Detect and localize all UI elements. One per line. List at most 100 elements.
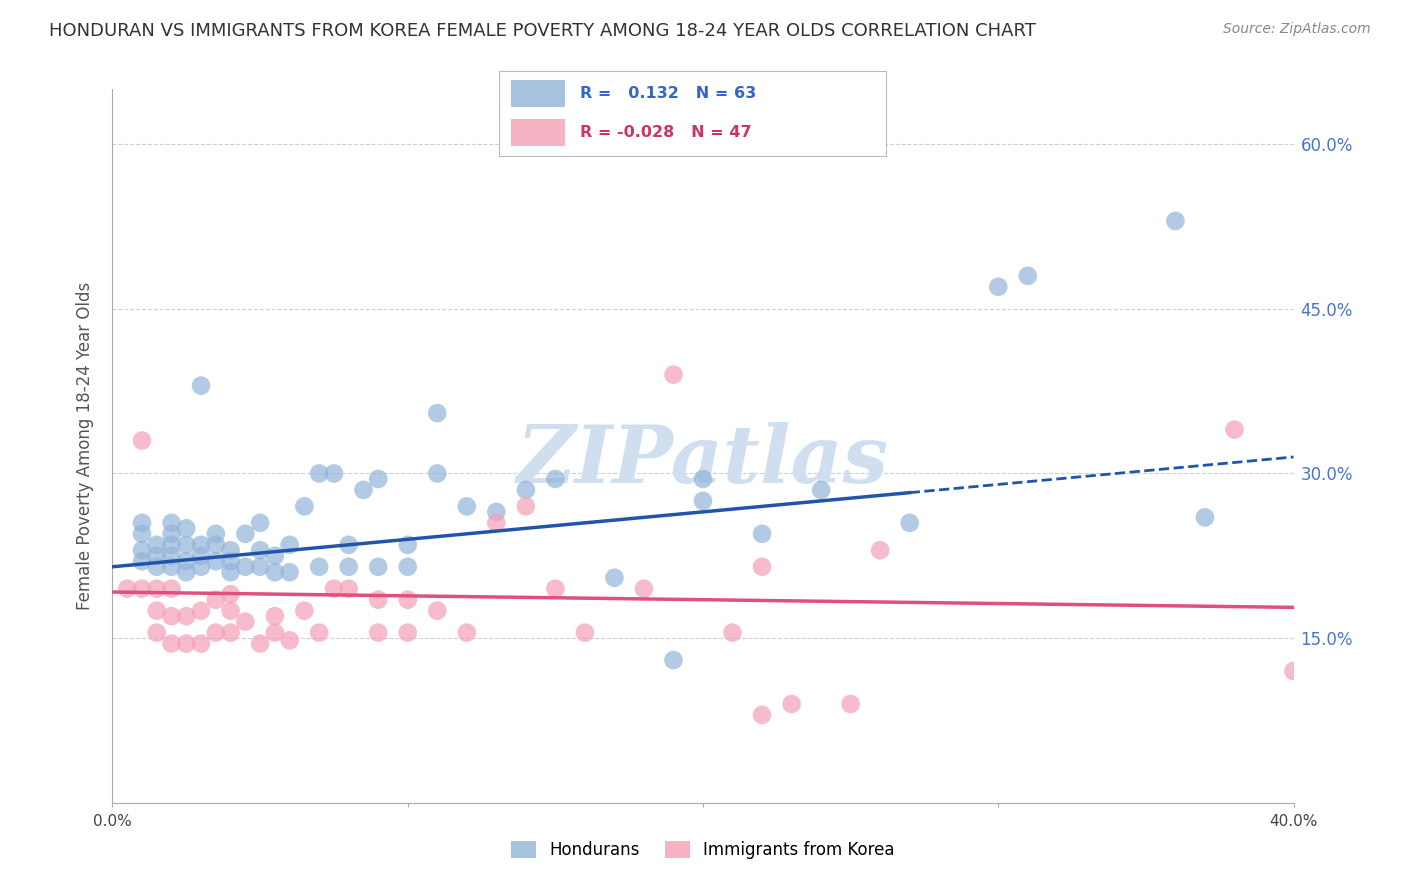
Point <box>396 559 419 574</box>
Point <box>367 625 389 640</box>
Point <box>1194 510 1216 524</box>
Point <box>662 368 685 382</box>
Point <box>264 609 287 624</box>
Point <box>751 526 773 541</box>
Point <box>1282 664 1305 678</box>
Bar <box>510 119 565 146</box>
Point <box>190 538 212 552</box>
Point <box>337 559 360 574</box>
Point <box>426 467 449 481</box>
Point <box>233 526 256 541</box>
Point <box>160 538 183 552</box>
Point <box>190 559 212 574</box>
Point <box>146 559 169 574</box>
Point <box>426 604 449 618</box>
Point <box>367 592 389 607</box>
Text: HONDURAN VS IMMIGRANTS FROM KOREA FEMALE POVERTY AMONG 18-24 YEAR OLDS CORRELATI: HONDURAN VS IMMIGRANTS FROM KOREA FEMALE… <box>49 22 1036 40</box>
Point <box>603 571 626 585</box>
Point <box>456 500 478 514</box>
Point <box>308 467 330 481</box>
Point <box>367 472 389 486</box>
Point <box>308 559 330 574</box>
Point <box>190 637 212 651</box>
Point <box>160 549 183 563</box>
Point <box>396 538 419 552</box>
Point <box>219 587 242 601</box>
Point <box>219 566 242 580</box>
Point <box>205 592 228 607</box>
Point <box>278 538 301 552</box>
Point <box>721 625 744 640</box>
Point <box>174 566 197 580</box>
Point <box>205 625 228 640</box>
Point <box>249 516 271 530</box>
Point <box>1017 268 1039 283</box>
Point <box>160 609 183 624</box>
Point <box>160 559 183 574</box>
Point <box>544 582 567 596</box>
Point <box>160 637 183 651</box>
Point <box>249 543 271 558</box>
Point <box>323 582 346 596</box>
Point <box>219 604 242 618</box>
Point <box>633 582 655 596</box>
Point <box>751 708 773 723</box>
Point <box>485 505 508 519</box>
Point <box>219 554 242 568</box>
Point <box>190 604 212 618</box>
Point <box>146 538 169 552</box>
Point <box>1164 214 1187 228</box>
Point <box>456 625 478 640</box>
Point <box>131 516 153 530</box>
Point <box>426 406 449 420</box>
Point <box>751 559 773 574</box>
Point <box>810 483 832 497</box>
Point <box>515 500 537 514</box>
Point <box>131 582 153 596</box>
Point <box>352 483 374 497</box>
Point <box>780 697 803 711</box>
Point <box>174 521 197 535</box>
Bar <box>510 80 565 107</box>
Point <box>485 516 508 530</box>
Point <box>367 559 389 574</box>
Point <box>264 566 287 580</box>
Point <box>515 483 537 497</box>
Point <box>839 697 862 711</box>
Point <box>131 434 153 448</box>
Text: R = -0.028   N = 47: R = -0.028 N = 47 <box>581 125 752 140</box>
Point <box>233 559 256 574</box>
Legend: Hondurans, Immigrants from Korea: Hondurans, Immigrants from Korea <box>505 834 901 866</box>
Point <box>131 526 153 541</box>
Point <box>174 637 197 651</box>
Text: ZIPatlas: ZIPatlas <box>517 422 889 499</box>
Point <box>233 615 256 629</box>
Point <box>692 472 714 486</box>
Point <box>574 625 596 640</box>
Point <box>219 543 242 558</box>
Point <box>160 526 183 541</box>
Point <box>174 609 197 624</box>
Point <box>337 538 360 552</box>
Point <box>1223 423 1246 437</box>
Point <box>396 625 419 640</box>
Point <box>544 472 567 486</box>
Point <box>146 604 169 618</box>
Point <box>190 378 212 392</box>
Point <box>292 500 315 514</box>
Point <box>131 554 153 568</box>
Point <box>898 516 921 530</box>
Point <box>249 559 271 574</box>
Point <box>278 566 301 580</box>
Point <box>396 592 419 607</box>
Point <box>337 582 360 596</box>
Point <box>146 625 169 640</box>
Point <box>160 516 183 530</box>
Y-axis label: Female Poverty Among 18-24 Year Olds: Female Poverty Among 18-24 Year Olds <box>76 282 94 610</box>
Point <box>264 549 287 563</box>
Point <box>264 625 287 640</box>
Point <box>323 467 346 481</box>
Point <box>160 582 183 596</box>
Point <box>205 538 228 552</box>
Point <box>278 633 301 648</box>
